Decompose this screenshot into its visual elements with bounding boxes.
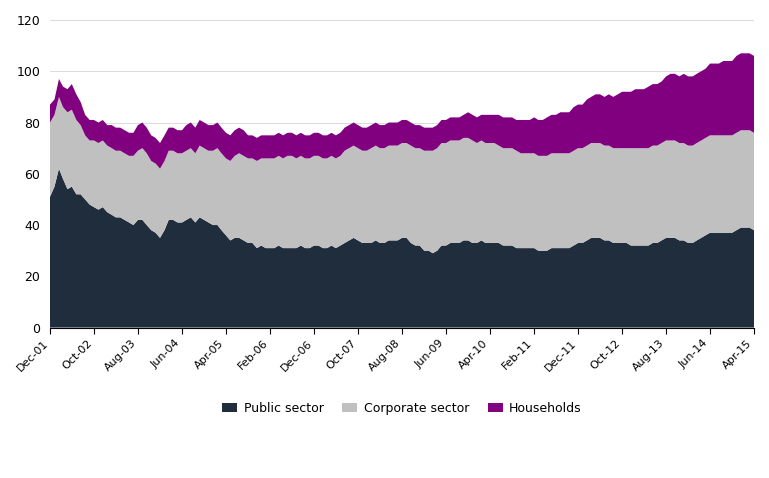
Legend: Public sector, Corporate sector, Households: Public sector, Corporate sector, Househo… (218, 397, 587, 420)
